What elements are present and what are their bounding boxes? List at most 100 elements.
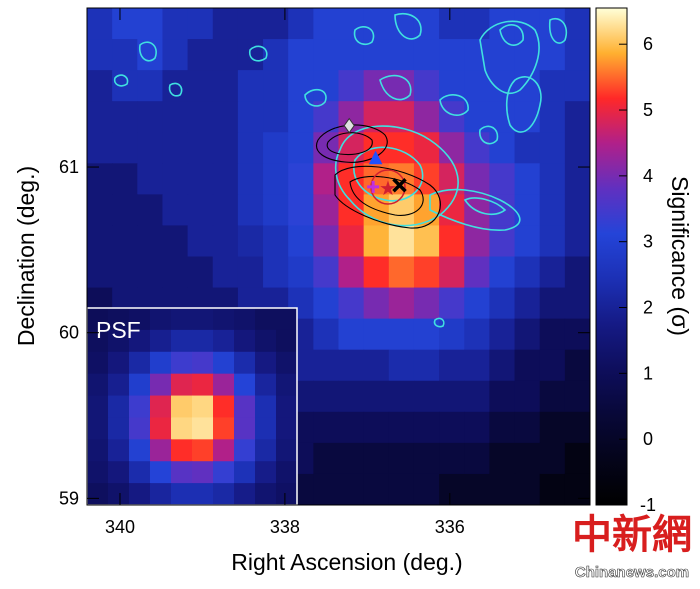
heat-cell (87, 39, 113, 71)
heat-cell (187, 256, 214, 289)
psf-cell (192, 351, 214, 375)
heat-cell (187, 39, 214, 71)
heat-cell (237, 225, 264, 257)
heat-cell (564, 318, 591, 351)
psf-cell (276, 417, 298, 440)
heatmap (87, 8, 591, 506)
heat-cell (514, 163, 541, 195)
heat-cell (112, 101, 138, 133)
marker-star (380, 180, 396, 196)
heat-cell (313, 132, 339, 164)
heat-cell (288, 8, 314, 40)
heat-cell (137, 163, 163, 195)
x-axis-title: Right Ascension (deg.) (231, 549, 462, 575)
x-tick-label: 340 (105, 517, 135, 537)
heat-cell (564, 442, 591, 475)
heat-cell (137, 256, 163, 289)
heat-cell (112, 256, 138, 289)
heat-cell (363, 256, 390, 289)
heat-cell (338, 318, 365, 351)
psf-cell (276, 329, 298, 353)
heat-cell (413, 349, 440, 382)
heat-cell (137, 101, 163, 133)
heat-cell (162, 39, 189, 71)
heat-cell (237, 70, 264, 102)
heat-cell (288, 132, 314, 164)
psf-cell (234, 395, 256, 418)
heat-cell (539, 442, 566, 475)
heat-cell (514, 411, 541, 444)
heat-cell (187, 132, 214, 164)
heat-cell (564, 39, 591, 71)
heat-cell (539, 349, 566, 382)
heat-cell (363, 411, 390, 444)
heat-cell (313, 411, 339, 444)
psf-cell (192, 329, 214, 353)
psf-cell (150, 329, 172, 353)
heat-cell (539, 163, 566, 195)
psf-cell (171, 461, 193, 484)
psf-cell (234, 329, 256, 353)
heat-cell (439, 39, 465, 71)
heat-cell (464, 256, 490, 289)
psf-cell (171, 308, 193, 331)
psf-cell (255, 308, 277, 331)
heat-cell (514, 380, 541, 413)
heat-cell (137, 225, 163, 257)
heat-cell (464, 225, 490, 257)
psf-cell (213, 461, 235, 484)
heat-cell (338, 8, 365, 40)
heat-cell (338, 473, 365, 506)
heat-cell (489, 318, 516, 351)
psf-cell (87, 351, 109, 375)
heat-cell (338, 442, 365, 475)
colorbar-tick-label: 6 (643, 34, 653, 54)
plot-frame (86, 7, 591, 506)
heat-cell (464, 442, 490, 475)
heat-cell (489, 411, 516, 444)
marker-plus (367, 180, 380, 193)
heat-cell (237, 194, 264, 226)
psf-cell (129, 395, 151, 418)
heat-cell (564, 225, 591, 257)
heat-cell (514, 318, 541, 351)
y-tick-label: 60 (59, 323, 79, 343)
heat-cell (539, 411, 566, 444)
psf-cell (234, 439, 256, 462)
x-tick-label: 336 (435, 517, 465, 537)
psf-cell (234, 417, 256, 440)
heat-cell (388, 442, 415, 475)
psf-cell (108, 417, 130, 440)
heat-cell (514, 473, 541, 506)
heat-cell (388, 349, 415, 382)
heat-cell (464, 380, 490, 413)
heat-cell (564, 473, 591, 506)
heat-cell (413, 101, 440, 133)
heat-cell (363, 318, 390, 351)
heat-cell (489, 256, 516, 289)
psf-cell (276, 373, 298, 397)
heat-cell (514, 225, 541, 257)
psf-cell (87, 373, 109, 397)
heat-cell (263, 132, 289, 164)
heat-cell (413, 287, 440, 320)
heat-cell (413, 70, 440, 102)
psf-cell (129, 329, 151, 353)
heat-cell (439, 411, 465, 444)
psf-cell (234, 373, 256, 397)
heat-cell (288, 101, 314, 133)
heat-cell (212, 70, 239, 102)
heat-cell (338, 39, 365, 71)
heat-cell (137, 194, 163, 226)
contours (113, 13, 568, 328)
heat-cell (87, 70, 113, 102)
psf-cell (255, 329, 277, 353)
psf-cell (129, 439, 151, 462)
psf-cell (171, 395, 193, 418)
heat-cell (464, 132, 490, 164)
psf-cell (234, 308, 256, 331)
heat-cell (413, 442, 440, 475)
heat-cell (263, 256, 289, 289)
heat-cell (212, 194, 239, 226)
